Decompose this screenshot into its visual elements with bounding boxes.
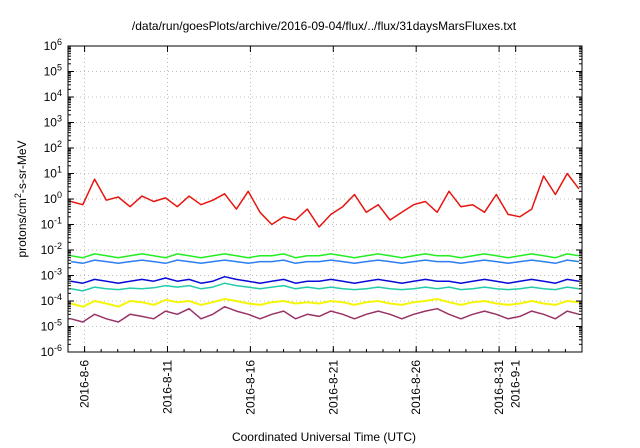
series-line-5 <box>70 298 580 308</box>
y-axis-label-suffix: -s-sr-MeV <box>15 140 29 193</box>
y-axis-ticks: 10-6 10-5 10-4 10-3 10-2 10-1 100 101 102 103 104 1… <box>41 37 582 359</box>
y-tick-label: 10-5 <box>41 318 62 334</box>
series-line-0 <box>70 172 580 228</box>
x-axis-ticks: 2016-8-6 2016-8-11 2016-8-16 2016-8-21 2016-… <box>67 46 583 415</box>
y-tick-label: 105 <box>44 63 62 79</box>
series-line-3 <box>70 275 580 284</box>
x-tick-label: 2016-8-16 <box>243 360 257 415</box>
x-tick-label: 2016-8-26 <box>409 360 423 415</box>
y-tick-label: 10-3 <box>41 267 62 283</box>
data-series <box>70 172 580 323</box>
x-tick-label: 2016-9-1 <box>509 360 523 408</box>
y-tick-label: 10-2 <box>41 241 62 257</box>
series-line-2 <box>70 259 580 265</box>
x-axis-label: Coordinated Universal Time (UTC) <box>232 430 416 444</box>
series-line-4 <box>70 282 580 292</box>
chart-title: /data/run/goesPlots/archive/2016-09-04/f… <box>132 19 517 33</box>
y-axis-label-prefix: protons/cm <box>15 198 29 257</box>
y-tick-label: 101 <box>44 165 62 181</box>
y-tick-label: 10-4 <box>41 292 62 308</box>
y-tick-label: 104 <box>44 88 62 104</box>
y-tick-label: 103 <box>44 114 62 130</box>
x-tick-label: 2016-8-6 <box>78 360 92 408</box>
y-axis-label-sup: 2 <box>13 193 23 198</box>
y-tick-label: 106 <box>44 37 62 53</box>
y-tick-label: 102 <box>44 139 62 155</box>
y-tick-label: 100 <box>44 190 62 206</box>
series-line-6 <box>70 305 580 323</box>
grid-lines <box>68 46 582 352</box>
x-tick-label: 2016-8-11 <box>160 360 174 414</box>
y-tick-label: 10-6 <box>41 343 62 359</box>
x-tick-label: 2016-8-31 <box>492 360 506 415</box>
y-tick-label: 10-1 <box>41 216 62 232</box>
series-line-1 <box>70 253 580 259</box>
y-axis-label: protons/cm2-s-sr-MeV <box>13 140 29 257</box>
x-tick-label: 2016-8-21 <box>326 360 340 415</box>
